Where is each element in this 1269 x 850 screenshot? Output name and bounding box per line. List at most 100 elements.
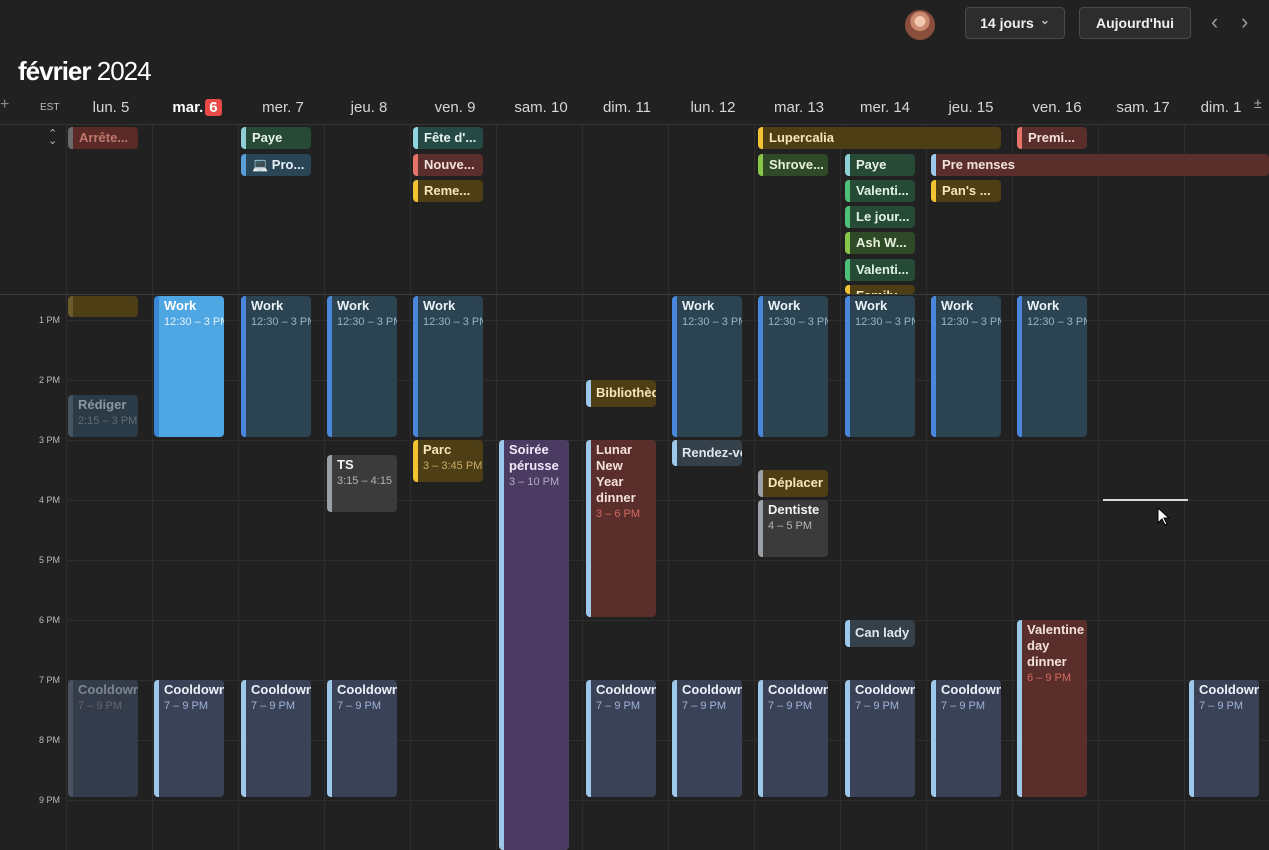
event-block[interactable]: Cooldown 7 – 9 PM — [241, 680, 311, 797]
event-time: 12:30 – 3 PM — [855, 316, 915, 328]
timezone-label: EST — [40, 102, 60, 113]
event-block[interactable]: Valentine day dinner 6 – 9 PM — [1017, 620, 1087, 797]
allday-event[interactable]: Reme... — [413, 180, 483, 202]
event-title: Cooldown — [855, 682, 915, 697]
collapse-allday-icon[interactable]: ⌃ ⌄ — [48, 128, 58, 147]
event-title: Cooldown — [337, 682, 397, 697]
event-block[interactable]: Déplacer — [758, 470, 828, 497]
event-title: Work — [164, 298, 197, 313]
event-time: 7 – 9 PM — [164, 700, 209, 712]
allday-event[interactable]: Pan's ... — [931, 180, 1001, 202]
allday-event[interactable]: Lupercalia — [758, 127, 1001, 149]
day-header[interactable]: mer. 7 — [262, 99, 304, 116]
day-header[interactable]: sam. 10 — [514, 99, 568, 116]
event-title: Lunar New Year dinner — [596, 442, 636, 505]
hour-label: 7 PM — [39, 675, 61, 685]
allday-event[interactable]: Nouve... — [413, 154, 483, 176]
event-title: Cooldown — [251, 682, 311, 697]
allday-event[interactable]: Shrove... — [758, 154, 828, 176]
current-time-line — [1103, 499, 1188, 501]
event-time: 12:30 – 3 PM — [337, 316, 397, 328]
event-title: Cooldown — [682, 682, 742, 697]
allday-event[interactable]: Paye — [845, 154, 915, 176]
day-header-today[interactable]: mar. 6 — [154, 99, 240, 116]
allday-event[interactable]: Ash W... — [845, 232, 915, 254]
avatar[interactable] — [905, 10, 935, 40]
event-block[interactable]: Can lady — [845, 620, 915, 647]
day-header[interactable]: ven. 9 — [434, 99, 476, 116]
event-block[interactable]: Cooldown 7 – 9 PM — [758, 680, 828, 797]
range-selector-button[interactable]: 14 jours ⌄ — [965, 7, 1065, 39]
allday-event[interactable]: 💻 Pro... — [241, 154, 311, 176]
event-block[interactable]: Cooldown 7 – 9 PM — [931, 680, 1001, 797]
plus-minus-icon[interactable]: ± — [1254, 95, 1262, 111]
mouse-cursor-icon — [1157, 507, 1171, 526]
day-header[interactable]: jeu. 15 — [948, 99, 994, 116]
event-block[interactable]: Dentiste 4 – 5 PM — [758, 500, 828, 557]
event-block[interactable]: Cooldown 7 – 9 PM — [68, 680, 138, 797]
allday-event[interactable]: Pre menses — [931, 154, 1269, 176]
event-block[interactable]: TS 3:15 – 4:15 — [327, 455, 397, 512]
event-block[interactable]: Work 12:30 – 3 PM — [154, 296, 224, 437]
day-header[interactable]: lun. 5 — [92, 99, 130, 116]
allday-event[interactable]: Fête d'... — [413, 127, 483, 149]
event-title: Cooldown — [78, 682, 138, 697]
hour-label: 9 PM — [39, 795, 61, 805]
event-title: TS — [337, 457, 354, 472]
event-block[interactable]: Rendez-vous — [672, 440, 742, 466]
event-block[interactable]: Soirée pérusse 3 – 10 PM — [499, 440, 569, 850]
today-button[interactable]: Aujourd'hui — [1079, 7, 1191, 39]
event-block[interactable]: Work 12:30 – 3 PM — [327, 296, 397, 437]
hour-line — [66, 440, 1269, 441]
allday-event[interactable]: Valenti... — [845, 259, 915, 281]
event-title: Déplacer — [768, 475, 823, 490]
hour-label: 4 PM — [39, 495, 61, 505]
event-block[interactable]: Cooldown 7 – 9 PM — [586, 680, 656, 797]
event-block[interactable]: Work 12:30 – 3 PM — [845, 296, 915, 437]
day-header[interactable]: dim. 11 — [602, 99, 652, 116]
day-header[interactable]: mer. 14 — [859, 99, 911, 116]
hour-label: 1 PM — [39, 315, 61, 325]
chevron-left-icon[interactable]: ‹ — [1211, 9, 1219, 34]
allday-event[interactable]: Paye — [241, 127, 311, 149]
event-title: Work — [941, 298, 974, 313]
event-block[interactable]: Rédiger 2:15 – 3 PM — [68, 395, 138, 437]
event-block[interactable]: Cooldown 7 – 9 PM — [1189, 680, 1259, 797]
chevron-right-icon[interactable]: › — [1241, 9, 1249, 34]
event-block[interactable] — [68, 296, 138, 317]
day-header[interactable]: mar. 13 — [773, 99, 825, 116]
allday-event[interactable]: Premi... — [1017, 127, 1087, 149]
hour-label: 3 PM — [39, 435, 61, 445]
column-divider — [1184, 124, 1185, 850]
event-title: Dentiste — [768, 502, 820, 517]
event-block[interactable]: Bibliothèque — [586, 380, 656, 407]
event-block[interactable]: Work 12:30 – 3 PM — [931, 296, 1001, 437]
page-title: février 2024 — [18, 56, 152, 87]
event-time: 7 – 9 PM — [682, 700, 727, 712]
event-block[interactable]: Work 12:30 – 3 PM — [1017, 296, 1087, 437]
event-title: Work — [855, 298, 888, 313]
allday-event[interactable]: Family — [845, 285, 915, 294]
event-block[interactable]: Work 12:30 – 3 PM — [241, 296, 311, 437]
plus-icon[interactable]: + — [0, 96, 10, 113]
event-block[interactable]: Work 12:30 – 3 PM — [672, 296, 742, 437]
day-header[interactable]: sam. 17 — [1116, 99, 1170, 116]
day-header[interactable]: lun. 12 — [690, 99, 736, 116]
event-time: 7 – 9 PM — [596, 700, 641, 712]
event-block[interactable]: Parc 3 – 3:45 PM — [413, 440, 483, 482]
event-block[interactable]: Cooldown 7 – 9 PM — [327, 680, 397, 797]
event-block[interactable]: Work 12:30 – 3 PM — [413, 296, 483, 437]
event-block[interactable]: Cooldown 7 – 9 PM — [154, 680, 224, 797]
allday-event[interactable]: Arrête... — [68, 127, 138, 149]
event-time: 12:30 – 3 PM — [768, 316, 828, 328]
allday-event[interactable]: Valenti... — [845, 180, 915, 202]
event-block[interactable]: Cooldown 7 – 9 PM — [845, 680, 915, 797]
allday-event[interactable]: Le jour... — [845, 206, 915, 228]
day-header[interactable]: jeu. 8 — [350, 99, 388, 116]
day-header[interactable]: dim. 1 — [1200, 99, 1242, 116]
event-block[interactable]: Work 12:30 – 3 PM — [758, 296, 828, 437]
event-time: 7 – 9 PM — [768, 700, 813, 712]
day-header[interactable]: ven. 16 — [1032, 99, 1082, 116]
event-block[interactable]: Lunar New Year dinner 3 – 6 PM — [586, 440, 656, 617]
event-block[interactable]: Cooldown 7 – 9 PM — [672, 680, 742, 797]
